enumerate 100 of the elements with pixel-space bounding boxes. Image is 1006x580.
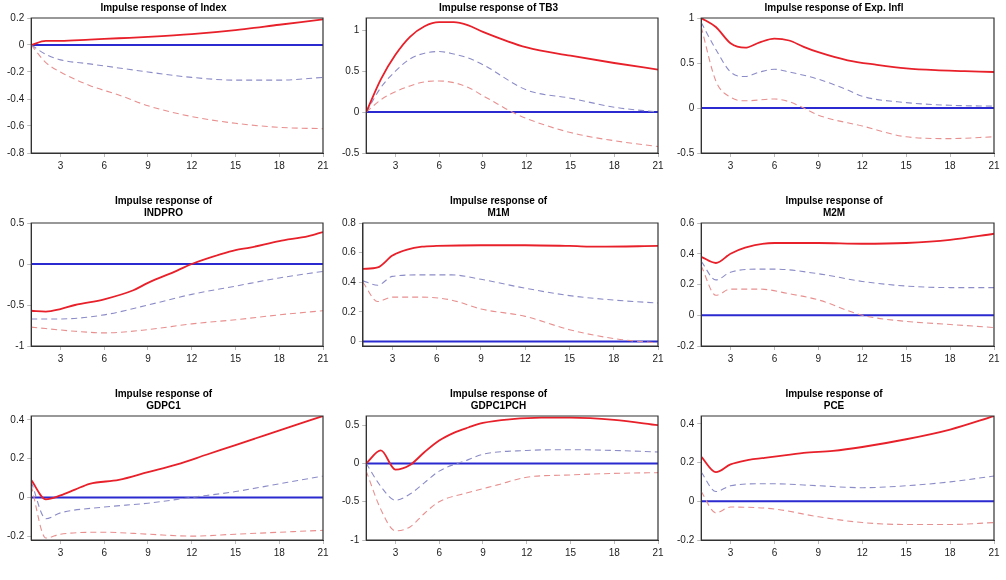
x-tick-label: 12 bbox=[186, 352, 198, 364]
line-series bbox=[701, 265, 994, 329]
x-tick-label: 15 bbox=[229, 546, 242, 558]
x-tick-label: 21 bbox=[988, 159, 1000, 171]
line-series bbox=[366, 449, 658, 501]
chart-title: Impulse response of Index bbox=[100, 1, 227, 13]
x-tick-label: 12 bbox=[856, 352, 869, 364]
y-tick-label: -0.2 bbox=[677, 339, 695, 351]
x-tick-label: 9 bbox=[145, 352, 152, 364]
y-tick-label: 0 bbox=[688, 309, 695, 320]
x-tick-label: 3 bbox=[392, 159, 399, 171]
x-tick-label: 18 bbox=[608, 352, 620, 364]
x-tick-label: 18 bbox=[273, 352, 286, 364]
x-tick-label: 18 bbox=[944, 546, 957, 558]
x-tick-label: 18 bbox=[273, 546, 286, 558]
line-series bbox=[701, 26, 994, 140]
y-tick-label: 0 bbox=[350, 335, 357, 347]
x-tick-label: 15 bbox=[564, 159, 577, 171]
x-tick-label: 18 bbox=[944, 159, 957, 171]
x-tick-label: 9 bbox=[480, 159, 487, 171]
line-series bbox=[701, 471, 994, 493]
x-tick-label: 3 bbox=[727, 159, 734, 171]
y-tick-label: -0.2 bbox=[7, 529, 25, 541]
x-tick-label: 12 bbox=[856, 159, 869, 171]
y-tick-label: 0.2 bbox=[10, 11, 25, 23]
y-tick-label: 0 bbox=[18, 257, 25, 269]
y-tick-label: -1 bbox=[15, 339, 25, 351]
x-tick-label: 15 bbox=[564, 546, 577, 558]
y-tick-label: -0.2 bbox=[7, 65, 25, 77]
line-series bbox=[701, 232, 994, 264]
line-series bbox=[31, 310, 323, 334]
y-tick-label: 0.4 bbox=[342, 276, 357, 288]
y-tick-label: 0.6 bbox=[680, 216, 695, 228]
chart-title: Impulse response of INDPRO bbox=[114, 194, 213, 218]
y-tick-label: 0.5 bbox=[10, 216, 25, 228]
x-tick-label: 18 bbox=[273, 159, 286, 171]
x-tick-label: 15 bbox=[563, 352, 576, 364]
y-tick-label: 0.2 bbox=[342, 305, 357, 317]
chart-title: Impulse response of M2M bbox=[785, 194, 884, 218]
y-tick-label: 0 bbox=[688, 101, 695, 113]
x-tick-label: 12 bbox=[856, 546, 869, 558]
x-tick-label: 6 bbox=[771, 546, 778, 558]
x-tick-label: 12 bbox=[521, 159, 533, 171]
x-tick-label: 21 bbox=[652, 546, 664, 558]
line-series bbox=[31, 44, 323, 81]
x-tick-label: 3 bbox=[57, 546, 64, 558]
line-series bbox=[31, 18, 323, 46]
x-tick-label: 9 bbox=[815, 352, 822, 364]
chart-title: Impulse response of GDPC1 bbox=[114, 387, 213, 411]
y-tick-label: -0.8 bbox=[7, 146, 25, 158]
x-tick-label: 9 bbox=[815, 546, 822, 558]
y-tick-label: 0 bbox=[18, 38, 25, 50]
x-tick-label: 9 bbox=[145, 159, 152, 171]
chart-title: Impulse response of M1M bbox=[449, 194, 548, 218]
line-series bbox=[366, 21, 658, 113]
x-tick-label: 9 bbox=[815, 159, 822, 171]
y-tick-label: 0 bbox=[18, 491, 25, 503]
x-tick-label: 21 bbox=[317, 159, 329, 171]
y-tick-label: 0.4 bbox=[680, 417, 695, 429]
y-tick-label: -0.5 bbox=[7, 298, 25, 310]
x-tick-label: 15 bbox=[229, 352, 242, 364]
x-tick-label: 3 bbox=[57, 159, 64, 171]
x-tick-label: 3 bbox=[389, 352, 396, 364]
x-tick-label: 15 bbox=[229, 159, 242, 171]
x-tick-label: 6 bbox=[433, 352, 440, 364]
x-tick-label: 6 bbox=[101, 352, 108, 364]
y-tick-label: 1 bbox=[688, 11, 695, 23]
x-tick-label: 15 bbox=[900, 352, 913, 364]
x-tick-label: 9 bbox=[478, 352, 485, 364]
x-tick-label: 18 bbox=[944, 352, 957, 364]
x-tick-label: 18 bbox=[608, 159, 621, 171]
x-tick-label: 12 bbox=[186, 159, 198, 171]
line-series bbox=[366, 80, 658, 148]
y-tick-label: 0 bbox=[688, 495, 695, 506]
y-tick-label: 0.2 bbox=[10, 452, 25, 464]
y-tick-label: -0.5 bbox=[342, 146, 360, 158]
x-tick-label: 21 bbox=[988, 352, 1000, 364]
x-tick-label: 18 bbox=[608, 546, 621, 558]
y-tick-label: 0.6 bbox=[342, 246, 357, 258]
x-tick-label: 6 bbox=[771, 352, 778, 364]
x-tick-label: 9 bbox=[480, 546, 487, 558]
y-tick-label: 0.8 bbox=[342, 216, 357, 228]
x-tick-label: 6 bbox=[771, 159, 778, 171]
line-series bbox=[31, 231, 323, 313]
y-tick-label: 0.4 bbox=[10, 413, 25, 425]
y-tick-label: 0.2 bbox=[680, 456, 695, 468]
chart-title: Impulse response of Exp. Infl bbox=[764, 1, 904, 13]
line-series bbox=[701, 491, 994, 526]
y-tick-label: -0.6 bbox=[7, 119, 25, 131]
x-tick-label: 6 bbox=[436, 159, 443, 171]
y-tick-label: 1 bbox=[353, 24, 360, 36]
y-tick-label: -0.5 bbox=[342, 495, 360, 507]
chart-title: Impulse response of PCE bbox=[785, 387, 884, 411]
x-tick-label: 21 bbox=[652, 159, 664, 171]
line-series bbox=[366, 416, 658, 471]
x-tick-label: 3 bbox=[57, 352, 64, 364]
x-tick-label: 21 bbox=[317, 546, 329, 558]
y-tick-label: -0.2 bbox=[677, 533, 695, 545]
chart-title: Impulse response of TB3 bbox=[439, 1, 559, 13]
y-tick-label: -1 bbox=[350, 533, 360, 545]
